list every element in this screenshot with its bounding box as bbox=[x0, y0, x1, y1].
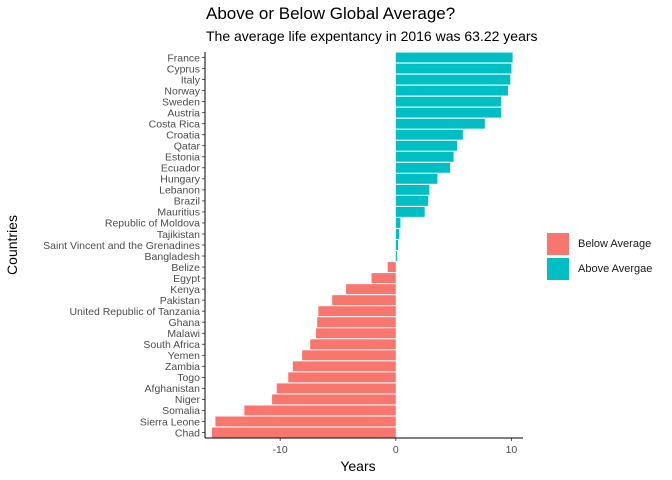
y-tick-label: Zambia bbox=[165, 361, 200, 373]
bar bbox=[395, 229, 400, 239]
bar bbox=[276, 383, 396, 394]
y-tick-label: Ecuador bbox=[161, 163, 201, 175]
bar bbox=[387, 262, 396, 273]
bar bbox=[292, 361, 396, 372]
y-tick-label: Italy bbox=[181, 74, 201, 86]
bar bbox=[395, 251, 397, 261]
legend-label-below: Below Average bbox=[578, 238, 652, 250]
y-tick-label: Bangladesh bbox=[145, 251, 201, 263]
bar bbox=[272, 394, 396, 405]
chart-title: Above or Below Global Average? bbox=[206, 4, 456, 23]
y-tick-label: Mauritius bbox=[157, 207, 200, 219]
bar bbox=[395, 118, 485, 129]
legend-swatch-above bbox=[547, 258, 569, 280]
bar bbox=[395, 52, 513, 63]
y-tick-label: Kenya bbox=[170, 284, 200, 296]
y-tick-label: Croatia bbox=[166, 130, 200, 142]
y-axis-label: Countries bbox=[4, 215, 20, 275]
bar bbox=[395, 63, 512, 74]
bar bbox=[395, 74, 511, 85]
bar bbox=[395, 107, 502, 118]
bar bbox=[395, 162, 451, 173]
x-tick-label: 10 bbox=[506, 444, 518, 456]
y-tick-label: Saint Vincent and the Grenadines bbox=[43, 240, 200, 252]
y-tick-label: Belize bbox=[171, 262, 200, 274]
x-tick-label: 0 bbox=[393, 444, 399, 456]
y-tick-label: Norway bbox=[164, 85, 200, 97]
bar bbox=[395, 140, 458, 151]
legend-label-above: Above Avergae bbox=[578, 263, 653, 275]
y-tick-label: United Republic of Tanzania bbox=[69, 306, 200, 318]
bar bbox=[395, 206, 425, 217]
bar bbox=[395, 173, 438, 184]
y-tick-label: Lebanon bbox=[159, 185, 200, 197]
bar bbox=[395, 184, 430, 195]
y-tick-label: Costa Rica bbox=[149, 118, 201, 130]
y-tick-label: Niger bbox=[175, 394, 201, 406]
chart-subtitle: The average life expentancy in 2016 was … bbox=[206, 28, 538, 44]
bar bbox=[395, 151, 454, 162]
bar bbox=[316, 328, 396, 339]
y-tick-label: Afghanistan bbox=[145, 383, 201, 395]
y-tick-label: Republic of Moldova bbox=[105, 218, 200, 230]
y-tick-label: Estonia bbox=[165, 152, 200, 164]
y-tick-label: Cyprus bbox=[167, 63, 200, 75]
y-tick-label: Hungary bbox=[160, 174, 200, 186]
bar bbox=[211, 427, 396, 438]
bar bbox=[332, 295, 396, 306]
bar bbox=[395, 240, 399, 250]
bar bbox=[395, 85, 508, 96]
bar bbox=[317, 317, 396, 328]
y-tick-label: Sweden bbox=[162, 96, 200, 108]
legend-item-above: Above Avergae bbox=[547, 257, 652, 281]
bar bbox=[395, 217, 401, 228]
bar bbox=[371, 273, 396, 284]
y-tick-label: Egypt bbox=[173, 273, 200, 285]
legend-swatch-below bbox=[547, 233, 569, 255]
y-tick-label: Sierra Leone bbox=[140, 416, 200, 428]
y-tick-label: Somalia bbox=[162, 405, 200, 417]
bar bbox=[288, 372, 396, 383]
y-tick-label: Yemen bbox=[168, 350, 200, 362]
y-tick-label: France bbox=[167, 52, 200, 64]
bar bbox=[395, 96, 502, 107]
bar bbox=[215, 416, 396, 427]
legend: Below Average Above Avergae bbox=[547, 232, 652, 282]
y-tick-label: Chad bbox=[175, 427, 200, 439]
legend-item-below: Below Average bbox=[547, 232, 652, 256]
y-tick-label: Qatar bbox=[174, 141, 201, 153]
y-tick-label: Brazil bbox=[174, 196, 200, 208]
bar bbox=[395, 195, 429, 206]
x-tick-label: -10 bbox=[273, 444, 288, 456]
y-tick-label: Malawi bbox=[167, 328, 200, 340]
y-tick-label: Togo bbox=[177, 372, 200, 384]
bar bbox=[244, 405, 396, 416]
bar bbox=[346, 284, 396, 295]
bar bbox=[318, 306, 396, 317]
x-axis-label: Years bbox=[340, 458, 375, 474]
bar bbox=[395, 129, 463, 140]
y-tick-label: Austria bbox=[167, 107, 200, 119]
y-tick-label: Tajikistan bbox=[157, 229, 200, 241]
y-tick-label: Ghana bbox=[168, 317, 200, 329]
bar bbox=[302, 350, 396, 361]
y-tick-label: South Africa bbox=[143, 339, 200, 351]
y-tick-label: Pakistan bbox=[160, 295, 200, 307]
bar bbox=[310, 339, 396, 350]
